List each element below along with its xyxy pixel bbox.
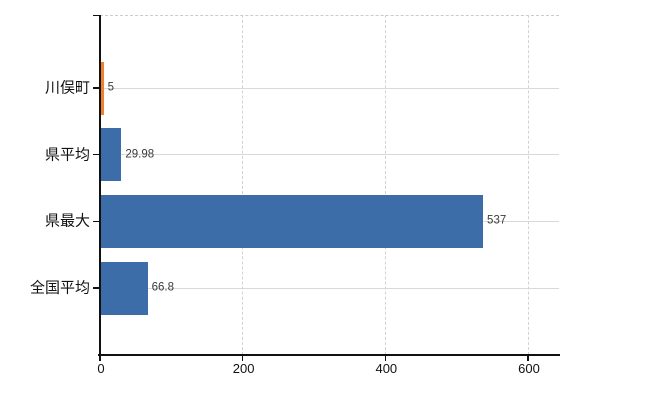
y-tick-全国平均 <box>93 287 100 289</box>
bar-県最大 <box>100 194 484 248</box>
bar-value-label: 5 <box>107 81 114 94</box>
x-gridline-600 <box>527 15 529 355</box>
bar-value-label: 29.98 <box>125 147 155 160</box>
bar-全国平均 <box>100 261 148 315</box>
bar-value-label: 66.8 <box>151 281 175 294</box>
x-tick-0 <box>99 355 101 361</box>
x-tick-400 <box>384 355 387 361</box>
y-tick-県最大 <box>93 220 100 223</box>
category-label-川俣町: 川俣町 <box>44 79 90 97</box>
bar-value-label: 537 <box>487 214 507 227</box>
category-gridline <box>100 87 559 89</box>
x-gridline-400 <box>384 15 386 355</box>
y-tick-県平均 <box>93 153 100 156</box>
x-tick-label-400: 400 <box>375 361 398 376</box>
x-tick-label-600: 600 <box>518 361 540 376</box>
category-gridline <box>100 154 559 156</box>
bar-川俣町 <box>100 61 104 115</box>
x-gridline-200 <box>242 15 244 355</box>
category-gridline <box>100 287 559 289</box>
y-axis-line <box>99 15 101 355</box>
y-axis-end-tick <box>93 14 100 16</box>
bar-県平均 <box>100 128 122 182</box>
y-tick-川俣町 <box>93 87 100 89</box>
category-label-県最大: 県最大 <box>44 212 90 230</box>
x-axis-line <box>98 354 560 356</box>
category-label-全国平均: 全国平均 <box>29 279 90 297</box>
plot-top-border <box>100 15 559 16</box>
x-tick-200 <box>241 355 244 361</box>
x-tick-600 <box>527 355 529 361</box>
x-tick-label-200: 200 <box>232 361 255 376</box>
category-label-県平均: 県平均 <box>44 146 90 164</box>
x-tick-label-0: 0 <box>97 361 105 376</box>
plot-area: 5 29.98 537 66.8 <box>100 15 559 355</box>
